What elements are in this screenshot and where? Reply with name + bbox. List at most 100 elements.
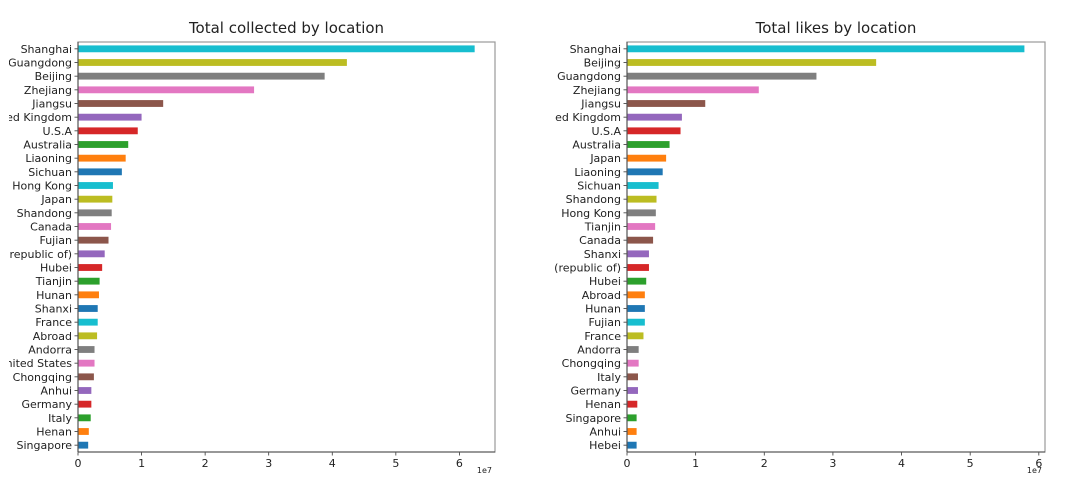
bar-hubei [627,277,647,285]
bar-jiangsu [78,100,164,107]
x-tick-label: 4 [329,457,336,470]
chart-1: Total collected by location ShanghaiGuang… [5,19,496,475]
bar-guangdong [627,72,817,80]
y-tick-label: Abroad [582,289,621,302]
y-tick-label: Hong Kong [12,180,72,193]
bar-hong-kong [627,209,656,217]
bar-jiangsu [627,100,706,107]
y-tick-label: Hebei [589,439,621,452]
bar--republic-of- [78,250,105,258]
x-tick-label: 6 [456,457,463,470]
bar-henan [627,400,638,408]
bar-anhui [627,428,637,435]
bar-canada [78,223,112,230]
y-tick-label: Sichuan [577,180,621,193]
bar-singapore [627,414,637,422]
bar-hubei [78,264,103,271]
y-tick-label: Andorra [28,344,72,357]
y-tick-label: Chongqing [13,371,72,384]
y-tick-label: Liaoning [574,166,621,179]
bar-hunan [627,305,645,312]
y-tick-label: Anhui [41,385,73,398]
y-tick-label: Italy [48,412,72,425]
bar-shanghai [78,45,475,53]
y-tick-label: Hong Kong [561,207,621,220]
bar-japan [627,154,667,162]
x-tick-label: 5 [967,457,974,470]
bar-zhejiang [627,86,759,94]
y-tick-label: Shanghai [570,43,621,56]
y-tick-label: Italy [597,371,621,384]
bar-anhui [78,387,92,394]
x-tick-label: 0 [624,457,631,470]
y-tick-label: Henan [36,426,72,439]
bar-germany [627,387,638,394]
bar-hong-kong [78,182,113,189]
x-tick-label: 4 [898,457,905,470]
bar-sichuan [627,182,659,189]
bar-liaoning [78,154,126,162]
y-tick-label: nited States [6,357,73,370]
bar--republic-of- [627,264,649,271]
bar-henan [78,428,89,435]
x-tick-label: 2 [761,457,768,470]
bar-shandong [78,209,112,217]
y-tick-label: Fujian [39,234,72,247]
bar-singapore [78,441,89,449]
y-tick-label: ed Kingdom [6,111,72,124]
chart-title: Total likes by location [755,19,917,37]
y-tick-label: Tianjin [35,275,72,288]
y-tick-label: U.S.A [591,125,621,138]
y-tick-label: Germany [21,398,72,411]
x-axis-multiplier: 1e7 [477,466,492,475]
y-tick-label: Jiangsu [31,98,72,111]
x-tick-label: 3 [829,457,836,470]
y-tick-label: Henan [585,398,621,411]
bar-france [78,318,98,326]
y-tick-label: France [584,330,621,343]
y-tick-label: Anhui [590,426,622,439]
bar-tianjin [78,277,100,285]
y-tick-label: Andorra [577,344,621,357]
chart-2: Total likes by location ShanghaiBeijingGu… [554,19,1046,475]
x-tick-label: 2 [202,457,209,470]
x-tick-label: 3 [265,457,272,470]
bar-chongqing [78,373,94,381]
bar-shandong [627,195,657,203]
x-tick-label: 0 [75,457,82,470]
y-tick-label: Hunan [36,289,72,302]
y-tick-label: Shanxi [35,303,72,316]
bar-shanxi [78,305,98,312]
bar-shanghai [627,45,1025,53]
x-tick-label: 1 [692,457,699,470]
bar-fujian [78,236,109,244]
bar-canada [627,236,654,244]
bar-italy [78,414,91,422]
y-tick-label: Beijing [35,70,72,83]
y-tick-label: ed Kingdom [555,111,621,124]
x-tick-label: 5 [392,457,399,470]
bar-france [627,332,644,340]
y-tick-label: Zhejiang [573,84,621,97]
bar-abroad [627,291,645,299]
y-tick-label: Beijing [584,57,621,70]
y-tick-label: Fujian [588,316,621,329]
y-tick-label: Australia [572,139,621,152]
bar-andorra [627,346,639,353]
y-tick-label: Canada [30,221,72,234]
bar-abroad [78,332,98,340]
y-tick-label: Shanxi [584,248,621,261]
bar-beijing [78,72,325,80]
bar-zhejiang [78,86,255,94]
bar-italy [627,373,638,381]
x-tick-label: 6 [1035,457,1042,470]
bar-japan [78,195,113,203]
y-tick-label: Shandong [17,207,72,220]
x-axis-multiplier: 1e7 [1027,466,1042,475]
bar-tianjin [627,223,656,230]
y-tick-label: (republic of) [5,248,72,261]
bar-germany [78,400,92,408]
y-tick-label: Abroad [33,330,72,343]
bar-liaoning [627,168,663,176]
